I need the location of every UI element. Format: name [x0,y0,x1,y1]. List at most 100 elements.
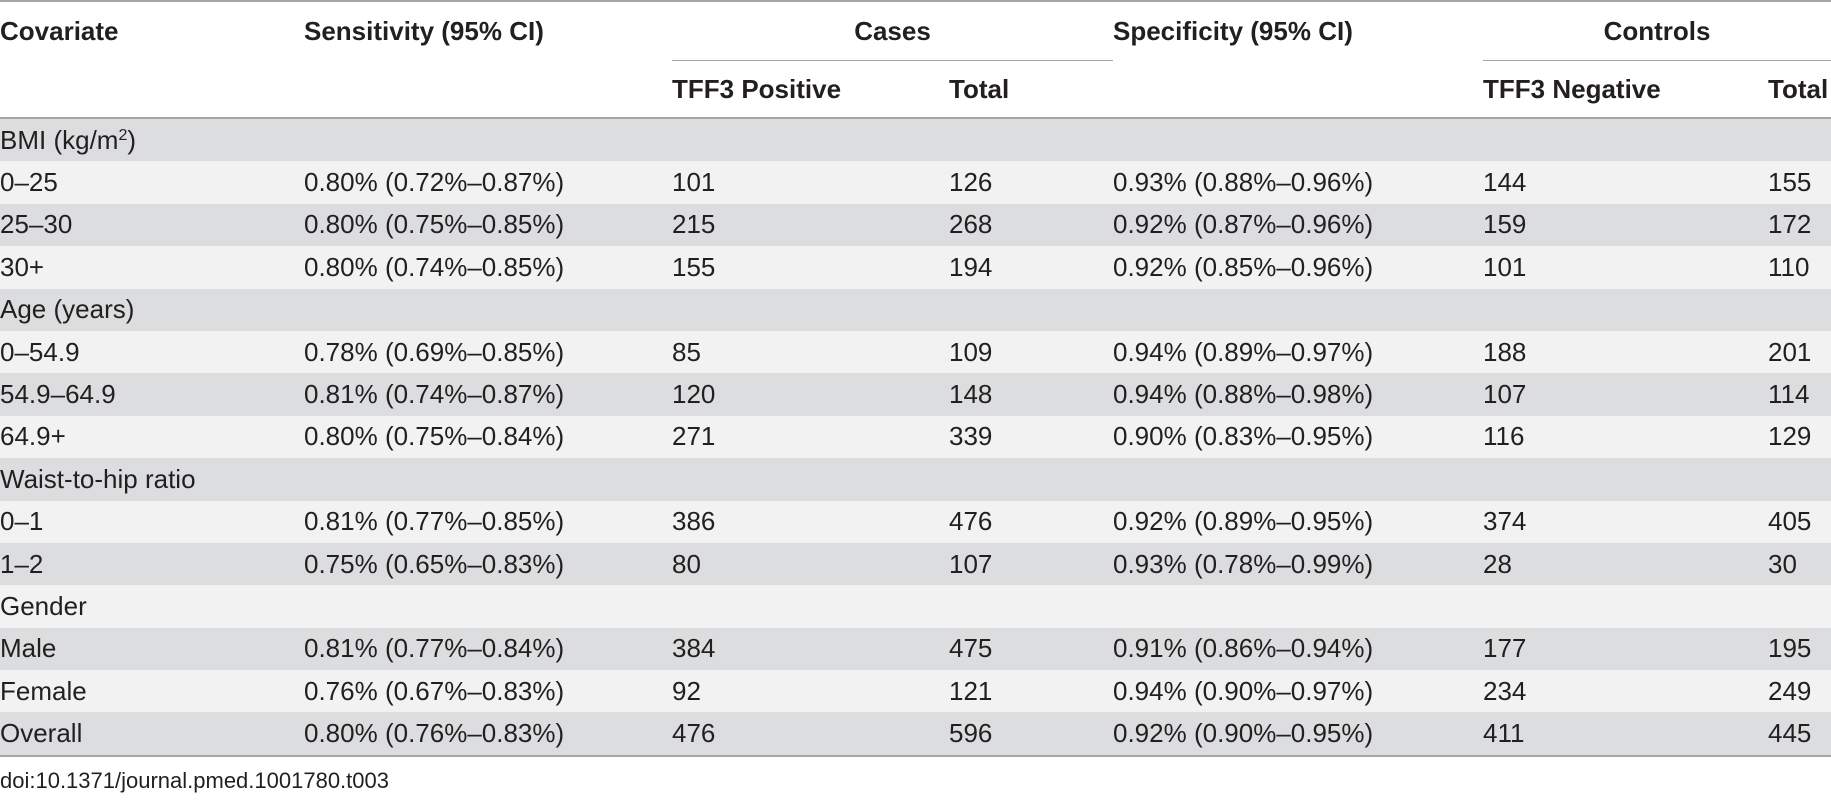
table-row: 0–1 0.81% (0.77%–0.85%) 386 476 0.92% (0.89%… [0,500,1831,543]
section-row-bmi: BMI (kg/m2) [0,118,1831,162]
col-header-tff3-negative: TFF3 Negative [1483,73,1661,104]
cell-cases-total: 596 [949,712,1113,756]
table-row: Male 0.81% (0.77%–0.84%) 384 475 0.91% (0.86… [0,627,1831,671]
cell-tff3-negative: 188 [1483,330,1768,374]
cell-cases-total: 148 [949,373,1113,416]
table-row: Female 0.76% (0.67%–0.83%) 92 121 0.94% (0.9… [0,670,1831,713]
cell-covariate: Overall [0,712,304,756]
cell-controls-total: 445 [1768,712,1831,756]
cell-tff3-positive: 155 [672,246,949,289]
cell-tff3-negative: 374 [1483,500,1768,543]
cell-specificity: 0.92% (0.89%–0.95%) [1113,500,1483,543]
cell-cases-total: 194 [949,246,1113,289]
cell-tff3-negative: 159 [1483,203,1768,247]
table-row: 0–25 0.80% (0.72%–0.87%) 101 126 0.93% (0.88… [0,161,1831,204]
cell-cases-total: 339 [949,415,1113,459]
table-row: 0–54.9 0.78% (0.69%–0.85%) 85 109 0.94% (0.8… [0,330,1831,374]
cell-covariate: 0–1 [0,500,304,543]
header-row-1: Covariate Sensitivity (95% CI) Cases Spe… [0,1,1831,61]
table-row: 54.9–64.9 0.81% (0.74%–0.87%) 120 148 0.94% … [0,373,1831,416]
cell-covariate: Male [0,627,304,671]
cell-covariate: 0–54.9 [0,330,304,374]
cell-controls-total: 201 [1768,330,1831,374]
cell-tff3-positive: 384 [672,627,949,671]
cell-controls-total: 155 [1768,161,1831,204]
cell-cases-total: 268 [949,203,1113,247]
cell-tff3-negative: 411 [1483,712,1768,756]
cell-sensitivity: 0.81% (0.77%–0.85%) [304,500,672,543]
cell-sensitivity: 0.80% (0.75%–0.84%) [304,415,672,459]
col-header-cases-total: Total [949,73,1010,104]
cell-tff3-negative: 116 [1483,415,1768,459]
cell-sensitivity: 0.76% (0.67%–0.83%) [304,670,672,713]
col-header-empty-3 [1113,61,1483,118]
cell-controls-total: 249 [1768,670,1831,713]
cell-specificity: 0.94% (0.89%–0.97%) [1113,330,1483,374]
cell-controls-total: 405 [1768,500,1831,543]
col-group-controls: Controls [1483,1,1831,61]
cell-tff3-positive: 80 [672,542,949,586]
cell-controls-total: 110 [1768,246,1831,289]
section-row-age: Age (years) [0,288,1831,331]
section-label-bmi-suffix: ) [127,124,137,155]
cell-covariate: Female [0,670,304,713]
cell-tff3-positive: 120 [672,373,949,416]
table-row: 64.9+ 0.80% (0.75%–0.84%) 271 339 0.90% (0.8… [0,415,1831,459]
cell-tff3-positive: 101 [672,161,949,204]
cell-tff3-positive: 386 [672,500,949,543]
cell-controls-total: 172 [1768,203,1831,247]
doi-caption: doi:10.1371/journal.pmed.1001780.t003 [0,768,389,793]
covariate-accuracy-table: Covariate Sensitivity (95% CI) Cases Spe… [0,1,1831,756]
section-row-gender: Gender [0,585,1831,628]
cell-sensitivity: 0.80% (0.76%–0.83%) [304,712,672,756]
cell-cases-total: 107 [949,542,1113,586]
section-label-bmi: BMI (kg/m2) [0,118,1831,162]
cell-tff3-negative: 28 [1483,542,1768,586]
cell-covariate: 1–2 [0,542,304,586]
data-table-container: Covariate Sensitivity (95% CI) Cases Spe… [0,1,1831,756]
cell-covariate: 30+ [0,246,304,289]
table-body: BMI (kg/m2) 0–25 0.80% (0.72%–0.87%) 101 12… [0,118,1831,756]
cell-specificity: 0.93% (0.78%–0.99%) [1113,542,1483,586]
col-header-specificity: Specificity (95% CI) [1113,16,1353,46]
col-header-empty-2 [304,61,672,118]
cell-specificity: 0.92% (0.85%–0.96%) [1113,246,1483,289]
cell-controls-total: 129 [1768,415,1831,459]
cell-sensitivity: 0.81% (0.77%–0.84%) [304,627,672,671]
cell-tff3-positive: 271 [672,415,949,459]
col-header-tff3-positive: TFF3 Positive [672,73,842,104]
col-header-sensitivity: Sensitivity (95% CI) [304,16,544,46]
controls-group-rule [1483,60,1831,61]
cell-tff3-negative: 177 [1483,627,1768,671]
cell-tff3-positive: 476 [672,712,949,756]
cell-covariate: 64.9+ [0,415,304,459]
header-row-2: TFF3 Positive Total TFF3 Negative Total [0,61,1831,118]
cell-covariate: 0–25 [0,161,304,204]
col-group-cases-label: Cases [854,16,931,46]
table-row: 30+ 0.80% (0.74%–0.85%) 155 194 0.92% (0.85%… [0,246,1831,289]
table-row: 25–30 0.80% (0.75%–0.85%) 215 268 0.92% (0.8… [0,203,1831,247]
cell-sensitivity: 0.80% (0.74%–0.85%) [304,246,672,289]
table-header: Covariate Sensitivity (95% CI) Cases Spe… [0,1,1831,118]
cell-sensitivity: 0.78% (0.69%–0.85%) [304,330,672,374]
cell-controls-total: 30 [1768,542,1831,586]
col-header-empty-1 [0,61,304,118]
col-group-cases: Cases [672,1,1113,61]
cell-cases-total: 109 [949,330,1113,374]
cell-specificity: 0.93% (0.88%–0.96%) [1113,161,1483,204]
cell-specificity: 0.90% (0.83%–0.95%) [1113,415,1483,459]
cell-tff3-positive: 92 [672,670,949,713]
cell-cases-total: 475 [949,627,1113,671]
cell-cases-total: 126 [949,161,1113,204]
section-label-age: Age (years) [0,288,1831,331]
cell-specificity: 0.91% (0.86%–0.94%) [1113,627,1483,671]
cell-cases-total: 476 [949,500,1113,543]
cell-sensitivity: 0.80% (0.75%–0.85%) [304,203,672,247]
cell-tff3-positive: 85 [672,330,949,374]
col-header-covariate: Covariate [0,16,119,46]
cell-tff3-negative: 101 [1483,246,1768,289]
section-label-waist-to-hip: Waist-to-hip ratio [0,458,1831,501]
cell-sensitivity: 0.81% (0.74%–0.87%) [304,373,672,416]
cell-specificity: 0.92% (0.87%–0.96%) [1113,203,1483,247]
cell-tff3-negative: 144 [1483,161,1768,204]
